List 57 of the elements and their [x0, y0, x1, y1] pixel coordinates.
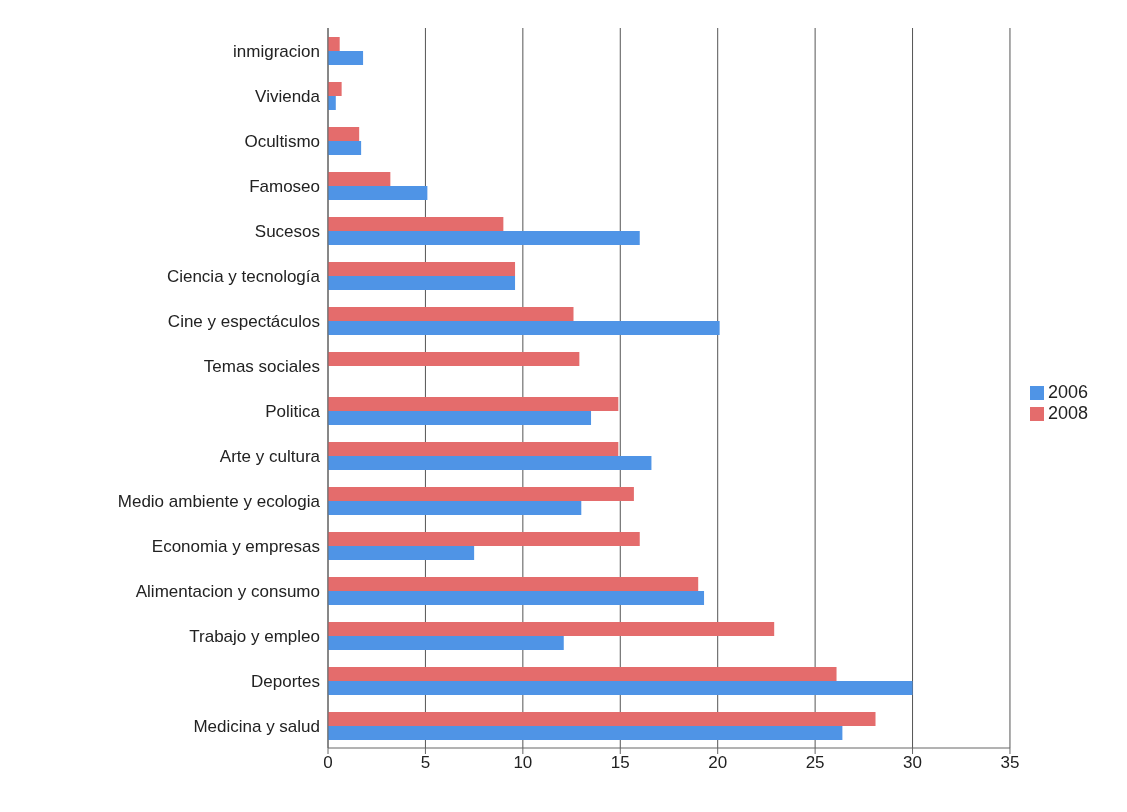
y-tick-label: Economia y empresas — [151, 536, 320, 556]
bar — [328, 217, 504, 231]
y-tick-label: Sucesos — [254, 221, 320, 241]
y-tick-label: Trabajo y empleo — [189, 626, 320, 646]
bar — [328, 667, 837, 681]
bar — [328, 37, 340, 51]
legend-label: 2008 — [1047, 403, 1088, 423]
bar — [328, 307, 574, 321]
bar — [328, 352, 580, 366]
y-tick-label: Famoseo — [249, 176, 320, 196]
bar — [328, 186, 428, 200]
bar — [328, 456, 652, 470]
y-tick-label: Ocultismo — [244, 131, 320, 151]
y-tick-label: Temas sociales — [203, 356, 320, 376]
y-tick-label: Cine y espectáculos — [167, 311, 320, 331]
y-tick-label: Arte y cultura — [219, 446, 321, 466]
bar — [328, 636, 564, 650]
bar — [328, 51, 364, 65]
x-tick-label: 10 — [513, 753, 533, 773]
x-tick-label: 5 — [420, 753, 431, 773]
bar — [328, 577, 699, 591]
y-tick-label: Ciencia y tecnología — [166, 266, 321, 286]
y-tick-label: inmigracion — [233, 41, 320, 61]
bar — [328, 172, 391, 186]
bar — [328, 681, 913, 695]
y-tick-label: Alimentacion y consumo — [135, 581, 320, 601]
bar — [328, 622, 775, 636]
x-tick-label: 25 — [805, 753, 825, 773]
bar — [328, 726, 843, 740]
bar — [328, 141, 362, 155]
y-tick-label: Vivienda — [255, 86, 321, 106]
x-tick-label: 0 — [323, 753, 333, 773]
bar — [328, 262, 516, 276]
x-tick-label: 35 — [1000, 753, 1020, 773]
bar — [328, 276, 516, 290]
bar — [328, 231, 640, 245]
bar — [328, 487, 634, 501]
x-tick-label: 15 — [610, 753, 630, 773]
y-tick-label: Politica — [265, 401, 321, 421]
bar — [328, 321, 720, 335]
bar — [328, 397, 619, 411]
legend-label: 2006 — [1047, 382, 1088, 402]
bar — [328, 411, 592, 425]
bar — [328, 546, 475, 560]
x-tick-label: 20 — [708, 753, 728, 773]
bar — [328, 127, 360, 141]
bar — [328, 591, 705, 605]
bar — [328, 712, 876, 726]
bar — [328, 532, 640, 546]
x-tick-label: 30 — [903, 753, 922, 773]
bar — [328, 442, 619, 456]
bar — [328, 501, 582, 515]
y-tick-label: Medio ambiente y ecologia — [117, 491, 321, 511]
bar — [328, 96, 336, 110]
bar — [328, 82, 342, 96]
y-tick-label: Deportes — [251, 671, 320, 691]
y-tick-label: Medicina y salud — [193, 716, 320, 736]
